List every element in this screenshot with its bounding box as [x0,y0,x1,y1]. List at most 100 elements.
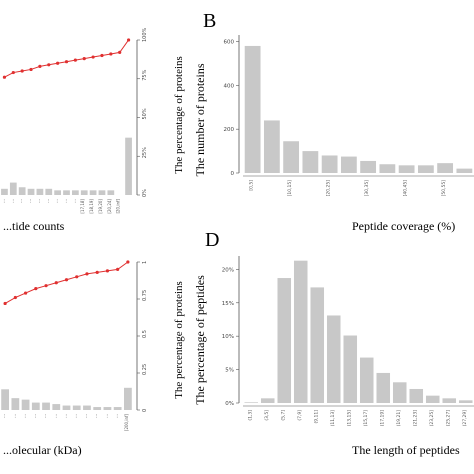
b-y-tick-label: 0 [231,171,235,177]
d-bar [277,278,292,403]
a-x-tick-label: ... [54,199,59,203]
b-y-tick-label: 600 [224,40,235,46]
panel-label-b: B [203,10,216,32]
c-ylabel-right: The percentage of proteins [173,281,185,399]
a-bar [36,188,44,195]
a-bar [107,190,115,195]
panel-a: 0% 25% 50% 75% 100%.........................… [0,27,148,213]
c-bar [31,402,40,410]
d-x-tick-label: (1,3] [247,410,253,421]
d-x-tick-label: (27,29] [462,410,468,427]
a-xlabel: ...tide counts [3,219,65,233]
a-ylabel-right: The percentage of proteins [173,56,185,174]
b-bar [302,151,319,173]
c-line-point [23,291,28,295]
b-bar [340,156,357,173]
d-x-tick-label: (11,13] [330,410,336,427]
c-bar [123,387,132,410]
a-x-tick-label: [19,20] [98,199,103,214]
c-right-tick-label: 0.5 [142,330,148,338]
d-bar [260,398,275,403]
a-bar [9,182,17,195]
d-bar [326,315,341,403]
a-bar [27,188,35,195]
d-bar [442,398,457,403]
c-x-tick-label: ... [63,414,68,418]
b-bar [263,120,280,173]
c-right-tick-label: 0.75 [142,290,148,301]
c-x-tick-label: ... [52,414,57,418]
c-line-point [116,267,120,271]
panel-c: 0 0.25 0.5 0.75 1...........................… [1,260,148,431]
c-line-point [95,270,99,274]
c-line-point [105,269,110,273]
a-bar [1,188,8,195]
c-x-tick-label: ... [103,414,108,418]
c-line-point [44,284,48,288]
b-bar [244,45,261,174]
a-x-tick-label: ... [71,199,76,203]
b-bar [379,164,396,173]
d-x-tick-label: (21,23] [412,410,418,427]
panel-b: 0 200 400 600 [0,5] [10,15] [20,25] [30,35] [40,… [224,35,474,196]
c-x-tick-label: ... [83,414,88,418]
a-line-point [91,55,95,59]
d-x-tick-label: (15,17] [363,410,369,427]
c-x-tick-label: ... [42,414,47,418]
d-bar [425,395,440,403]
a-bar [71,190,79,195]
d-x-tick-label: (7,9] [297,410,303,421]
a-right-tick-label: 0% [142,189,148,197]
c-bar [103,407,112,410]
c-line-point [3,301,7,306]
d-x-tick-label: (17,19] [379,410,385,427]
c-x-tick-label: ... [1,414,6,418]
b-bar [437,163,454,173]
b-bar [417,165,434,173]
a-right-tick-label: 75% [142,69,148,80]
d-bar [343,335,358,403]
a-bar [89,190,97,195]
b-bar [283,141,300,173]
c-bar [11,398,20,410]
c-line-point [13,295,17,300]
d-bar [310,287,325,403]
b-bar [456,168,473,173]
d-x-tick-label: (23,25] [429,410,435,427]
a-line-point [11,70,15,75]
b-x-tick-label: [30,35] [364,180,370,197]
a-bar [18,187,26,195]
a-line-point [20,69,24,73]
d-xlabel: The length of peptides [352,443,460,457]
c-bar [72,405,81,410]
d-y-tick-label: 20% [222,267,234,273]
b-x-tick-label: [50,55] [441,180,447,197]
b-x-tick-label: [40,45] [403,180,409,197]
d-bar [409,388,424,403]
d-y-tick-label: 10% [222,334,234,340]
c-x-tick-label: ... [93,414,98,418]
b-bar [321,155,338,173]
a-line-point [126,38,131,42]
c-bar [62,405,71,410]
c-right-tick-label: 0 [142,409,148,412]
b-x-tick-label: [10,15] [287,180,293,197]
c-right-tick-label: 1 [142,261,148,264]
d-bar [376,372,391,403]
d-bar [392,382,407,403]
c-line-point [126,260,130,264]
c-line-point [64,278,69,282]
c-line-point [34,287,38,291]
a-x-tick-label: ... [45,199,50,203]
c-cumulative-line [4,261,129,304]
b-bar [360,160,377,173]
a-line-point [109,52,113,56]
a-line-point [100,53,104,58]
a-line-point [56,61,60,65]
a-bar [54,190,62,195]
c-bar [1,389,10,410]
b-y-tick-label: 400 [224,83,235,89]
d-x-tick-label: (13,15] [346,410,352,427]
a-bar [125,137,132,195]
c-bar [21,399,30,410]
